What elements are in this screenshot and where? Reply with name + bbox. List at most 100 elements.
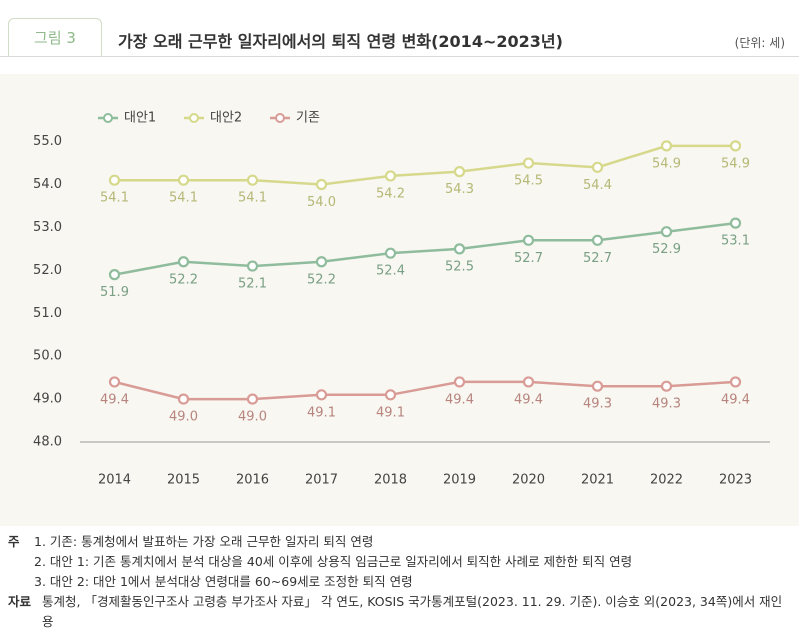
chart: 48.0 49.0 50.0 51.0 52.0 53.0 54.0 55.0 2014 2015… [33, 111, 770, 488]
value-label: 49.1 [307, 405, 336, 420]
x-tick-label: 2019 [443, 473, 476, 488]
value-label: 52.7 [514, 251, 543, 266]
point [453, 243, 466, 255]
value-label: 49.4 [100, 392, 129, 407]
chart-title: 가장 오래 근무한 일자리에서의 퇴직 연령 변화(2014~2023년) [118, 32, 563, 51]
point [315, 178, 328, 191]
point [522, 376, 535, 388]
value-label: 54.1 [238, 191, 267, 206]
value-label: 54.5 [514, 174, 543, 189]
legend-label: 대안1 [124, 111, 156, 126]
legend-marker [189, 113, 199, 123]
point [729, 217, 742, 229]
y-tick-label: 50.0 [33, 349, 62, 364]
value-label: 49.4 [721, 392, 750, 407]
note: 2. 대안 1: 기존 통계치에서 분석 대상을 40세 이후에 상용직 임금근… [34, 554, 633, 569]
unit: (단위: 세) [734, 36, 785, 50]
value-label: 54.2 [376, 186, 405, 201]
point [315, 389, 328, 401]
point [729, 140, 742, 152]
point [384, 170, 397, 182]
point [660, 226, 673, 238]
point [108, 376, 121, 388]
value-label: 49.0 [238, 410, 267, 425]
point [246, 393, 259, 405]
note: 3. 대안 2: 대안 1에서 분석대상 연령대를 60~69세로 조정한 퇴직… [34, 574, 413, 589]
value-label: 49.3 [583, 397, 612, 412]
x-tick-label: 2018 [374, 473, 407, 488]
value-label: 52.7 [583, 251, 612, 266]
figure-label: 그림 3 [8, 18, 102, 57]
y-tick-label: 48.0 [33, 435, 62, 450]
point [177, 256, 190, 268]
legend-marker [103, 113, 113, 123]
point [108, 269, 121, 281]
point [246, 260, 259, 272]
point [591, 234, 604, 246]
value-label: 52.1 [238, 277, 267, 292]
x-tick-label: 2020 [512, 473, 545, 488]
point [660, 380, 673, 392]
point [453, 166, 466, 178]
x-tick-label: 2022 [650, 473, 683, 488]
point [453, 376, 466, 388]
legend-marker [275, 113, 285, 123]
value-label: 49.3 [652, 397, 681, 412]
value-label: 52.9 [652, 242, 681, 257]
series-line [114, 380, 736, 401]
value-label: 54.9 [652, 156, 681, 171]
value-label: 54.1 [169, 191, 198, 206]
series-line [114, 144, 736, 186]
y-tick-label: 53.0 [33, 220, 62, 235]
point [522, 157, 535, 169]
notes: 주 1. 기존: 통계청에서 발표하는 가장 오래 근무한 일자리 퇴직 연령 2… [8, 532, 793, 632]
series-line [114, 221, 736, 276]
point [384, 247, 397, 259]
value-label: 52.2 [169, 272, 198, 287]
value-label: 49.4 [445, 392, 474, 407]
value-label: 52.4 [376, 264, 405, 279]
y-tick-label: 51.0 [33, 306, 62, 321]
point [591, 380, 604, 392]
y-tick-label: 52.0 [33, 263, 62, 278]
x-tick-label: 2015 [167, 473, 200, 488]
note: 1. 기존: 통계청에서 발표하는 가장 오래 근무한 일자리 퇴직 연령 [34, 534, 374, 549]
point [108, 174, 121, 186]
x-tick-label: 2023 [719, 473, 752, 488]
point [729, 376, 742, 388]
point [522, 234, 535, 246]
point [660, 140, 673, 152]
value-label: 54.4 [583, 178, 612, 193]
value-label: 51.9 [100, 285, 129, 300]
value-label: 49.4 [514, 392, 543, 407]
point [246, 174, 259, 186]
x-tick-label: 2016 [236, 473, 269, 488]
y-tick-label: 49.0 [33, 392, 62, 407]
value-label: 54.3 [445, 182, 474, 197]
x-tick-label: 2021 [581, 473, 614, 488]
value-label: 52.5 [445, 259, 474, 274]
point [177, 393, 190, 405]
notes-label: 주 [8, 534, 20, 549]
value-label: 49.0 [169, 410, 198, 425]
source-label: 자료 [8, 594, 32, 609]
value-label: 52.2 [307, 272, 336, 287]
point [591, 161, 604, 173]
point [177, 174, 190, 186]
value-label: 54.0 [307, 195, 336, 210]
point [315, 256, 328, 268]
value-label: 54.9 [721, 156, 750, 171]
x-tick-label: 2014 [98, 473, 131, 488]
y-tick-label: 55.0 [33, 134, 62, 149]
source: 통계청, 「경제활동인구조사 고령층 부가조사 자료」 각 연도, KOSIS … [42, 594, 783, 629]
legend-label: 대안2 [210, 111, 242, 126]
x-tick-label: 2017 [305, 473, 338, 488]
value-label: 54.1 [100, 191, 129, 206]
y-tick-label: 54.0 [33, 177, 62, 192]
value-label: 53.1 [721, 234, 750, 249]
header-rule [0, 56, 799, 57]
point [384, 389, 397, 401]
value-label: 49.1 [376, 405, 405, 420]
legend-label: 기존 [296, 111, 320, 126]
